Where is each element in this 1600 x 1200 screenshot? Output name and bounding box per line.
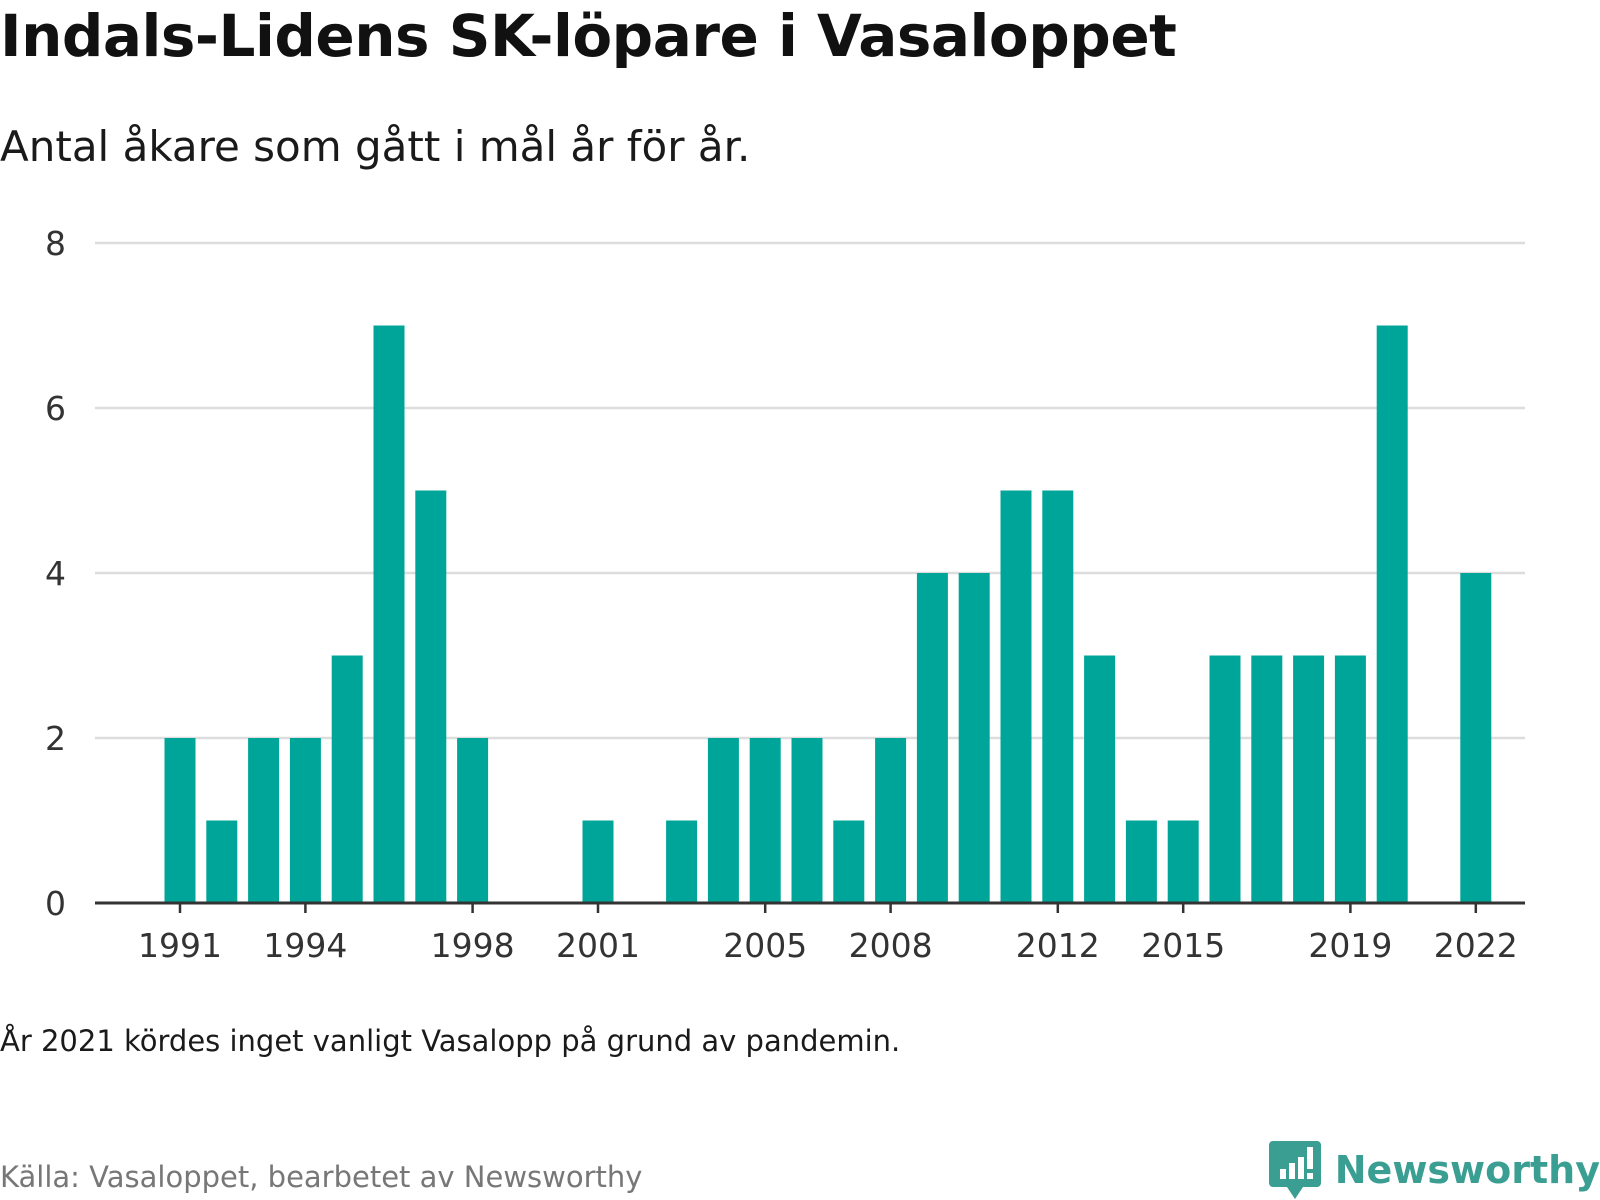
bar-2014 — [1125, 820, 1157, 903]
y-tick-label: 8 — [45, 224, 66, 263]
bar-2008 — [875, 738, 907, 903]
y-tick-label: 2 — [45, 719, 66, 758]
bar-2018 — [1293, 655, 1325, 903]
bar-2005 — [749, 738, 781, 903]
y-tick-label: 0 — [45, 884, 66, 923]
x-tick-label: 2022 — [1434, 926, 1518, 965]
x-tick-label: 2005 — [723, 926, 807, 965]
x-tick-label: 2019 — [1308, 926, 1392, 965]
bar-1991 — [164, 738, 196, 903]
bar-2017 — [1251, 655, 1283, 903]
bar-1996 — [373, 325, 405, 903]
bar-1998 — [457, 738, 489, 903]
bar-1995 — [331, 655, 363, 903]
bar-chart: 0 2 4 6 8 1991 1994 1998 2001 2005 2008 2012 2015 20… — [45, 224, 1525, 965]
bars — [164, 325, 1492, 903]
chart-subtitle: Antal åkare som gått i mål år för år. — [0, 122, 751, 171]
bar-2020 — [1376, 325, 1408, 903]
x-tick-label: 1998 — [431, 926, 515, 965]
newsworthy-logo-icon — [1268, 1141, 1321, 1199]
bar-2013 — [1084, 655, 1116, 903]
bar-2004 — [707, 738, 739, 903]
bar-1993 — [248, 738, 280, 903]
bar-2003 — [666, 820, 698, 903]
bar-2015 — [1167, 820, 1199, 903]
bar-2019 — [1334, 655, 1366, 903]
x-tick-label: 2008 — [849, 926, 933, 965]
x-tick-label: 1994 — [263, 926, 347, 965]
bar-2001 — [582, 820, 614, 903]
bar-2016 — [1209, 655, 1241, 903]
x-tick-label: 2012 — [1016, 926, 1100, 965]
newsworthy-logo: Newsworthy — [1268, 1140, 1600, 1200]
bar-1997 — [415, 490, 447, 903]
y-tick-label: 6 — [45, 389, 66, 428]
brand-name: Newsworthy — [1334, 1148, 1600, 1192]
y-tick-labels: 0 2 4 6 8 — [45, 224, 66, 923]
x-tick-labels: 1991 1994 1998 2001 2005 2008 2012 2015 2019 2022 — [138, 926, 1518, 965]
x-tick-label: 1991 — [138, 926, 222, 965]
bar-2012 — [1042, 490, 1074, 903]
bar-1992 — [206, 820, 238, 903]
bar-2011 — [1000, 490, 1032, 903]
bar-2010 — [958, 573, 990, 903]
x-axis — [95, 901, 1525, 913]
y-tick-label: 4 — [45, 554, 66, 593]
bar-1994 — [289, 738, 321, 903]
x-tick-label: 2001 — [556, 926, 640, 965]
source-credit: Källa: Vasaloppet, bearbetet av Newswort… — [0, 1160, 643, 1194]
bar-2007 — [833, 820, 865, 903]
chart-title: Indals-Lidens SK-löpare i Vasaloppet — [0, 2, 1177, 70]
chart-note: År 2021 kördes inget vanligt Vasalopp på… — [0, 1024, 901, 1058]
x-tick-label: 2015 — [1141, 926, 1225, 965]
bar-2006 — [791, 738, 823, 903]
bar-2022 — [1460, 573, 1492, 903]
bar-2009 — [916, 573, 948, 903]
